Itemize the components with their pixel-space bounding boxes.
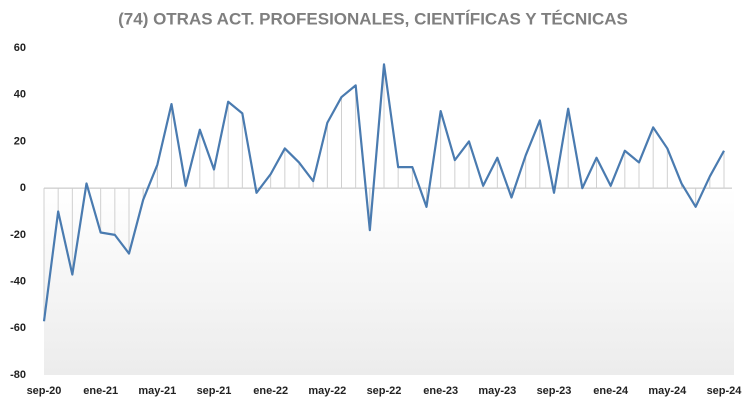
chart-title: (74) OTRAS ACT. PROFESIONALES, CIENTÍFIC… [118,9,628,28]
y-tick-label: 40 [14,89,26,101]
x-tick-label: sep-22 [367,385,402,397]
x-tick-label: may-22 [308,385,346,397]
y-tick-label: -20 [10,229,26,241]
x-tick-label: ene-22 [253,385,288,397]
x-tick-label: ene-21 [83,385,118,397]
x-tick-label: sep-21 [197,385,232,397]
x-tick-label: may-23 [478,385,516,397]
y-tick-label: -80 [10,369,26,381]
y-tick-label: 20 [14,135,26,147]
x-tick-label: sep-23 [537,385,572,397]
x-tick-label: ene-24 [593,385,629,397]
x-tick-label: may-24 [648,385,687,397]
background-shade [44,188,734,375]
x-tick-label: may-21 [138,385,176,397]
y-tick-label: 60 [14,42,26,54]
x-tick-label: sep-20 [27,385,62,397]
y-tick-label: -40 [10,275,26,287]
data-line [42,63,725,322]
y-tick-label: -60 [10,322,26,334]
y-tick-label: 0 [20,182,26,194]
x-tick-label: ene-23 [423,385,458,397]
x-tick-label: sep-24 [707,385,743,397]
